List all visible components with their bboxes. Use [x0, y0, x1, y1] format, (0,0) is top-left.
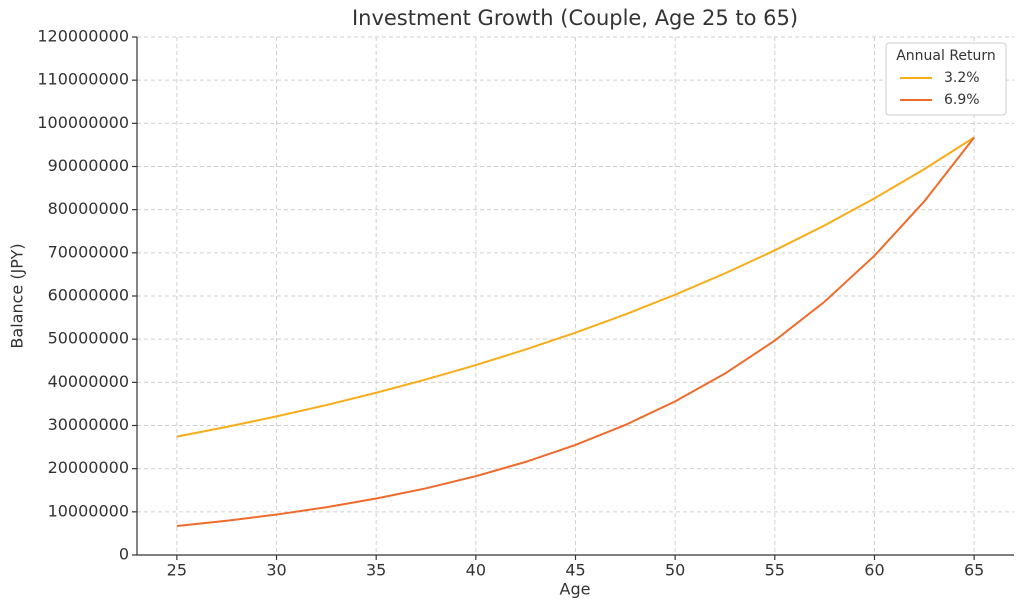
x-tick-label: 45	[565, 561, 585, 580]
y-tick-label: 70000000	[48, 242, 129, 261]
x-tick-label: 30	[266, 561, 286, 580]
legend-label: 6.9%	[944, 92, 980, 108]
y-tick-label: 80000000	[48, 199, 129, 218]
y-tick-label: 60000000	[48, 286, 129, 305]
legend-label: 3.2%	[944, 70, 980, 86]
x-tick-label: 55	[765, 561, 785, 580]
y-tick-label: 40000000	[48, 372, 129, 391]
chart-title: Investment Growth (Couple, Age 25 to 65)	[352, 6, 798, 30]
legend-box	[885, 42, 1007, 116]
y-tick-label: 90000000	[48, 156, 129, 175]
y-tick-label: 110000000	[37, 70, 129, 89]
y-axis-label: Balance (JPY)	[8, 243, 27, 348]
x-tick-label: 35	[366, 561, 386, 580]
y-tick-label: 10000000	[48, 501, 129, 520]
y-tick-label: 120000000	[37, 27, 129, 46]
y-tick-label: 30000000	[48, 415, 129, 434]
y-tick-label: 100000000	[37, 113, 129, 132]
x-tick-label: 50	[665, 561, 685, 580]
x-tick-label: 25	[167, 561, 187, 580]
x-tick-label: 60	[864, 561, 884, 580]
line-series	[176, 136, 975, 438]
legend-title: Annual Return	[896, 48, 996, 64]
legend: Annual Return 3.2% 6.9%	[885, 42, 1007, 116]
line-series	[176, 136, 975, 528]
y-tick-label: 20000000	[48, 458, 129, 477]
y-tick-label: 0	[119, 545, 129, 564]
x-axis-label: Age	[560, 580, 591, 599]
x-tick-label: 40	[466, 561, 486, 580]
y-tick-label: 50000000	[48, 329, 129, 348]
x-tick-label: 65	[964, 561, 984, 580]
